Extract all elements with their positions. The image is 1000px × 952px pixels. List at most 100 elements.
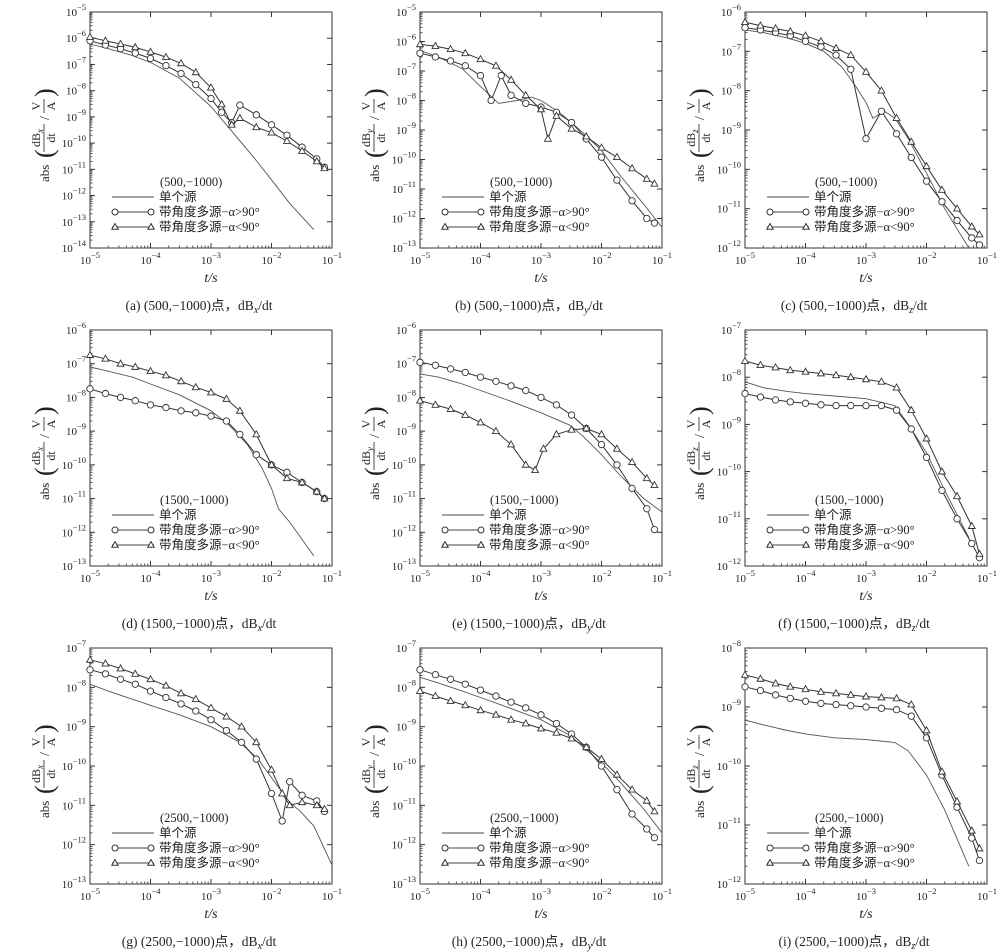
circle-marker: [801, 399, 810, 407]
legend-circle-marker: [441, 208, 449, 216]
x-tick-exponent: −4: [806, 568, 816, 578]
y-label-paren-close: ): [30, 88, 59, 97]
chart-panel-a: 10−14 10−13 10−12 10−11 10−10 10−9 10−8 10−7 10−…: [29, 2, 342, 316]
legend-circle-marker: [802, 526, 810, 534]
y-label-paren-open: (: [30, 785, 59, 794]
triangle-marker: [446, 696, 455, 704]
triangle-marker: [552, 111, 561, 119]
y-tick-label: 10−11: [717, 509, 741, 526]
caption-subscript: y: [586, 623, 592, 634]
y-tick-exponent: −8: [407, 91, 416, 101]
circle-marker: [953, 515, 961, 523]
y-label-denominator: dt: [44, 133, 58, 143]
triangle-marker: [521, 719, 530, 727]
x-axis-label: t/s: [859, 271, 873, 286]
y-label-paren-open: (: [30, 467, 59, 476]
legend-circle-marker: [147, 844, 155, 852]
triangle-marker: [877, 692, 886, 701]
y-tick-exponent: −9: [732, 697, 741, 707]
circle-marker: [222, 417, 231, 425]
x-tick-exponent: −1: [333, 886, 342, 896]
y-label-subscript: z: [690, 765, 700, 770]
legend-triangle-marker: [801, 858, 811, 866]
y-tick-exponent: −7: [77, 54, 86, 64]
y-tick-exponent: −13: [403, 238, 416, 248]
y-tick-label: 10−12: [392, 209, 416, 226]
triangle-marker: [771, 363, 780, 371]
triangle-marker: [491, 61, 501, 69]
y-label-unit-numerator: V: [684, 101, 698, 110]
y-label-numerator: dBz: [684, 129, 700, 147]
y-label-denominator: dt: [699, 769, 713, 779]
triangle-marker: [320, 163, 329, 172]
legend-circle-marker: [477, 208, 485, 216]
legend-triangle-marker: [765, 858, 775, 866]
chart-panel-d: 10−13 10−12 10−11 10−10 10−9 10−8 10−7 10−6 10−5…: [29, 320, 342, 634]
circle-marker: [817, 401, 825, 409]
triangle-marker: [146, 366, 155, 375]
y-tick-label: 10−9: [396, 717, 416, 734]
triangle-marker: [892, 113, 901, 122]
y-tick-label: 10−9: [721, 697, 741, 714]
triangle-marker: [786, 682, 795, 690]
chart-panel-f: 10−12 10−11 10−10 10−9 10−8 10−7 10−5 10−4 10−3 1…: [684, 320, 997, 634]
y-tick-label: 10−7: [396, 61, 416, 78]
triangle-marker: [952, 204, 962, 212]
legend-circle-marker: [111, 208, 119, 216]
plot-area: 10−13 10−12 10−11 10−10 10−9 10−8 10−7 10−6 10−5…: [392, 2, 672, 267]
x-tick-label: 10−1: [977, 568, 997, 585]
triangle-marker: [176, 688, 186, 697]
y-tick-label: 10−9: [66, 107, 86, 124]
y-tick-label: 10−10: [62, 133, 86, 150]
legend-circle-marker: [802, 208, 810, 216]
x-tick-label: 10−4: [795, 886, 816, 903]
y-label-paren-open: (: [360, 467, 389, 476]
y-label-unit-numerator: V: [359, 101, 373, 110]
triangle-marker: [235, 406, 245, 414]
x-tick-exponent: −4: [806, 250, 816, 260]
triangle-marker: [861, 67, 871, 75]
triangle-marker: [892, 383, 901, 391]
x-tick-exponent: −3: [212, 568, 221, 578]
legend-entry-label: 单个源: [159, 190, 197, 204]
y-tick-label: 10−9: [396, 120, 416, 137]
circle-marker: [507, 382, 515, 390]
x-tick-label: 10−5: [410, 568, 430, 585]
triangle-marker: [967, 826, 976, 834]
triangle-marker: [476, 705, 485, 714]
circle-marker: [237, 738, 246, 746]
y-label-denominator: dt: [374, 451, 388, 461]
y-label-numerator: dBx: [29, 765, 45, 783]
circle-marker: [298, 791, 306, 799]
triangle-marker: [861, 692, 871, 700]
x-axis-label: t/s: [859, 907, 873, 922]
caption-subscript: z: [911, 623, 916, 634]
x-tick-exponent: −2: [927, 250, 936, 260]
caption-subscript: x: [257, 941, 263, 952]
y-tick-label: 10−6: [396, 320, 416, 337]
y-tick-exponent: −10: [728, 159, 741, 169]
x-tick-exponent: −3: [867, 250, 876, 260]
legend-triangle-marker: [110, 858, 120, 866]
y-tick-label: 10−10: [392, 455, 416, 472]
legend-title: (2500,−1000): [815, 811, 884, 825]
circle-marker: [431, 361, 440, 369]
y-label-unit-denominator: A: [44, 101, 58, 110]
circle-marker: [416, 358, 424, 366]
y-tick-exponent: −12: [728, 238, 741, 248]
y-label-paren-close: ): [30, 724, 59, 733]
y-tick-exponent: −10: [73, 756, 86, 766]
legend-title: (500,−1000): [815, 175, 877, 189]
x-tick-exponent: −4: [481, 250, 491, 260]
triangle-marker: [597, 143, 606, 151]
triangle-marker: [267, 128, 276, 136]
circle-marker: [522, 386, 530, 395]
y-tick-exponent: −9: [407, 120, 416, 130]
x-tick-exponent: −1: [333, 250, 342, 260]
x-tick-exponent: −5: [746, 250, 755, 260]
y-label-subscript: x: [35, 129, 45, 134]
circle-marker: [892, 130, 901, 138]
